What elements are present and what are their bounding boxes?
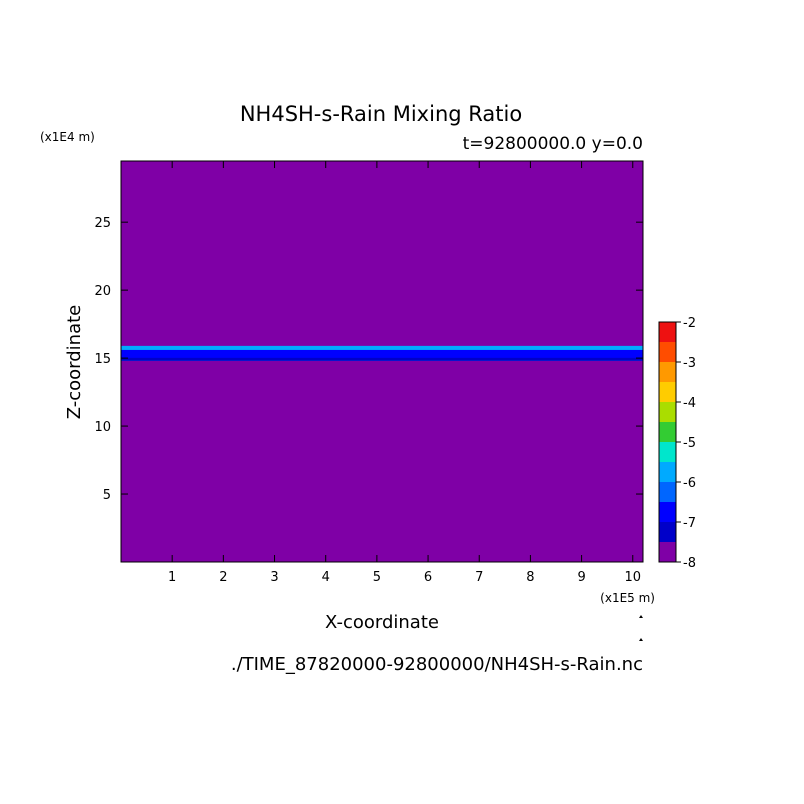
x-axis-ticks: 1 2 3 4 5 6 7 8 9 10 — [168, 161, 641, 585]
colorbar-swatch — [659, 362, 676, 382]
colorbar-tick-label: -4 — [683, 396, 696, 411]
colorbar: -2 -3 -4 -5 -6 -7 -8 — [658, 316, 696, 571]
marker-dot — [639, 615, 643, 618]
x-tick-label: 6 — [424, 570, 432, 585]
layer-band-bottom-edge — [121, 357, 643, 361]
y-axis-unit: (x1E4 m) — [40, 130, 95, 144]
x-tick-label: 5 — [373, 570, 381, 585]
x-tick-label: 4 — [322, 570, 330, 585]
x-tick-label: 9 — [577, 570, 585, 585]
colorbar-swatch — [659, 442, 676, 462]
mixing-layer — [121, 345, 643, 361]
colorbar-swatch — [659, 342, 676, 362]
y-tick-label: 25 — [94, 216, 111, 231]
x-tick-label: 10 — [624, 570, 641, 585]
x-axis-label: X-coordinate — [325, 612, 439, 633]
x-tick-label: 2 — [219, 570, 227, 585]
x-tick-label: 3 — [270, 570, 278, 585]
colorbar-swatch — [659, 322, 676, 342]
colorbar-swatch — [659, 522, 676, 542]
colorbar-swatch — [659, 462, 676, 482]
y-tick-label: 10 — [94, 420, 111, 435]
colorbar-tick-label: -2 — [683, 316, 696, 331]
colorbar-swatch — [659, 502, 676, 522]
colorbar-tick-label: -3 — [683, 356, 696, 371]
y-axis-label: Z-coordinate — [64, 305, 85, 420]
chart-title: NH4SH-s-Rain Mixing Ratio — [240, 102, 522, 126]
colorbar-tick-label: -5 — [683, 436, 696, 451]
colorbar-tick-label: -7 — [683, 516, 696, 531]
x-tick-label: 8 — [526, 570, 534, 585]
plot-area-background — [121, 161, 643, 562]
x-tick-label: 1 — [168, 570, 176, 585]
y-axis-ticks: 5 10 15 20 25 — [94, 216, 643, 503]
plot-frame — [120, 160, 644, 563]
colorbar-swatch — [659, 482, 676, 502]
x-axis-unit: (x1E5 m) — [600, 591, 655, 605]
y-tick-label: 5 — [103, 488, 111, 503]
chart-subtitle: t=92800000.0 y=0.0 — [463, 134, 643, 154]
colorbar-swatch — [659, 542, 676, 562]
file-path-label: ./TIME_87820000-92800000/NH4SH-s-Rain.nc — [231, 654, 643, 675]
colorbar-swatch — [659, 382, 676, 402]
colorbar-swatch — [659, 402, 676, 422]
y-tick-label: 20 — [94, 284, 111, 299]
colorbar-swatch — [659, 422, 676, 442]
x-tick-label: 7 — [475, 570, 483, 585]
colorbar-tick-label: -6 — [683, 476, 696, 491]
marker-dot — [639, 638, 643, 641]
colorbar-tick-label: -8 — [683, 556, 696, 571]
y-tick-label: 15 — [94, 352, 111, 367]
layer-band-inner — [121, 349, 643, 359]
